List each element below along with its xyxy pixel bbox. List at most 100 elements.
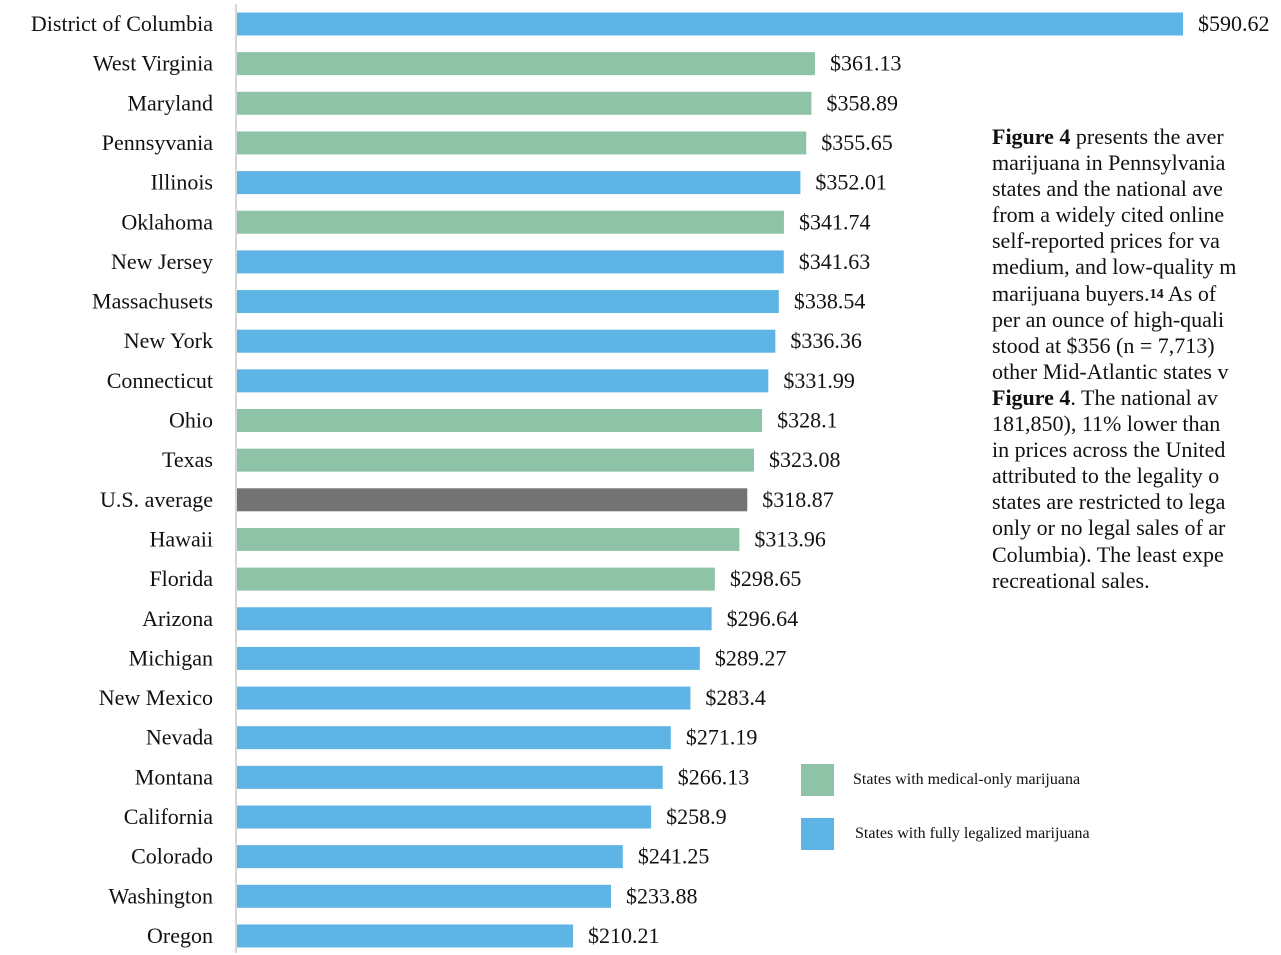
bar	[237, 12, 1183, 36]
paragraph-text: in prices across the United	[992, 437, 1226, 463]
paragraph-line: states are restricted to lega	[992, 489, 1281, 515]
paragraph-text: As of	[1163, 280, 1217, 306]
bar	[237, 488, 748, 512]
paragraph-line: Figure 4 presents the aver	[992, 124, 1281, 150]
value-label: $233.88	[626, 883, 698, 908]
bar	[237, 131, 807, 155]
category-label: Connecticut	[107, 368, 213, 393]
value-label: $266.13	[678, 764, 750, 789]
bar	[237, 845, 623, 869]
paragraph-line: recreational sales.	[992, 568, 1281, 594]
footnote-marker: 14	[1149, 286, 1164, 302]
value-label: $331.99	[783, 368, 855, 393]
figure-reference: Figure 4	[992, 384, 1071, 410]
value-label: $341.74	[799, 209, 871, 234]
bar	[237, 448, 755, 472]
category-label: West Virginia	[93, 51, 213, 76]
bar	[237, 52, 816, 76]
body-paragraph: Figure 4 presents the aver marijuana in P…	[992, 124, 1281, 594]
legend-label-fully-legalized: States with fully legalized marijuana	[855, 825, 1090, 842]
paragraph-text: states and the national ave	[992, 176, 1223, 202]
category-label: Maryland	[127, 90, 213, 115]
paragraph-line: 181,850), 11% lower than	[992, 411, 1281, 437]
paragraph-text: only or no legal sales of ar	[992, 515, 1226, 541]
category-label: Ohio	[169, 408, 213, 433]
value-label: $283.4	[705, 685, 766, 710]
category-label: Oregon	[147, 923, 213, 948]
bar	[237, 567, 715, 591]
bar	[237, 329, 776, 353]
legend-swatch-medical-only	[801, 764, 834, 796]
value-label: $361.13	[830, 51, 902, 76]
paragraph-line: per an ounce of high-quali	[992, 307, 1281, 333]
paragraph-text: states are restricted to lega	[992, 489, 1226, 515]
paragraph-line: self-reported prices for va	[992, 228, 1281, 254]
category-label: Hawaii	[149, 526, 213, 551]
value-label: $313.96	[754, 526, 826, 551]
paragraph-line: from a widely cited online	[992, 202, 1281, 228]
category-label: New York	[124, 328, 213, 353]
value-label: $298.65	[730, 566, 802, 591]
bar	[237, 290, 779, 314]
bar	[237, 686, 691, 710]
category-label: Pennsyvania	[102, 130, 213, 155]
value-label: $355.65	[821, 130, 893, 155]
bar	[237, 527, 740, 551]
value-label: $336.36	[790, 328, 862, 353]
bar	[237, 765, 663, 789]
paragraph-line: stood at $356 (n = 7,713)	[992, 333, 1281, 359]
category-label: New Mexico	[99, 685, 213, 710]
bar	[237, 646, 700, 670]
value-label: $258.9	[666, 804, 727, 829]
category-label: Montana	[135, 764, 213, 789]
bar	[237, 409, 763, 432]
paragraph-line: only or no legal sales of ar	[992, 515, 1281, 541]
value-label: $296.64	[727, 606, 799, 631]
paragraph-line: Columbia). The least expe	[992, 542, 1281, 568]
paragraph-text: marijuana buyers.	[992, 280, 1150, 306]
figure-reference: Figure 4	[992, 124, 1071, 149]
paragraph-text: presents the aver	[1070, 124, 1224, 149]
category-label: Michigan	[129, 645, 213, 670]
value-label: $328.1	[777, 408, 838, 433]
paragraph-text: attributed to the legality o	[992, 463, 1220, 489]
paragraph-line: states and the national ave	[992, 176, 1281, 202]
category-label: Colorado	[131, 844, 213, 869]
bar	[237, 607, 712, 631]
value-label: $323.08	[769, 447, 841, 472]
bar	[237, 250, 784, 274]
category-label: Arizona	[142, 606, 213, 631]
value-label: $318.87	[762, 487, 834, 512]
bar	[237, 91, 812, 115]
paragraph-text: . The national av	[1070, 384, 1218, 410]
bars-group: District of Columbia $590.62 West Virginia…	[31, 11, 1270, 948]
paragraph-text: stood at $356 (n = 7,713)	[992, 332, 1215, 358]
legend-label-medical-only: States with medical-only marijuana	[853, 771, 1081, 788]
legend-swatch-fully-legalized	[801, 818, 834, 850]
paragraph-line: attributed to the legality o	[992, 463, 1281, 489]
value-label: $352.01	[815, 170, 887, 195]
bar	[237, 369, 769, 393]
bar	[237, 805, 652, 829]
category-label: Oklahoma	[121, 209, 213, 234]
value-label: $241.25	[638, 844, 710, 869]
paragraph-text: recreational sales.	[992, 567, 1150, 593]
category-label: Washington	[108, 883, 213, 908]
category-label: Texas	[162, 447, 213, 472]
bar	[237, 924, 574, 948]
paragraph-text: marijuana in Pennsylvania	[992, 150, 1226, 176]
value-label: $358.89	[826, 90, 898, 115]
bar	[237, 726, 671, 750]
paragraph-text: self-reported prices for va	[992, 228, 1220, 254]
value-label: $271.19	[686, 725, 758, 750]
paragraph-line: in prices across the United	[992, 437, 1281, 463]
category-label: Florida	[149, 566, 213, 591]
paragraph-line: medium, and low-quality m	[992, 254, 1281, 280]
paragraph-line: Figure 4. The national av	[992, 385, 1281, 411]
category-label: Nevada	[146, 725, 213, 750]
paragraph-line: other Mid-Atlantic states v	[992, 359, 1281, 385]
paragraph-text: Columbia). The least expe	[992, 541, 1224, 567]
category-label: New Jersey	[111, 249, 213, 274]
bar	[237, 171, 801, 195]
